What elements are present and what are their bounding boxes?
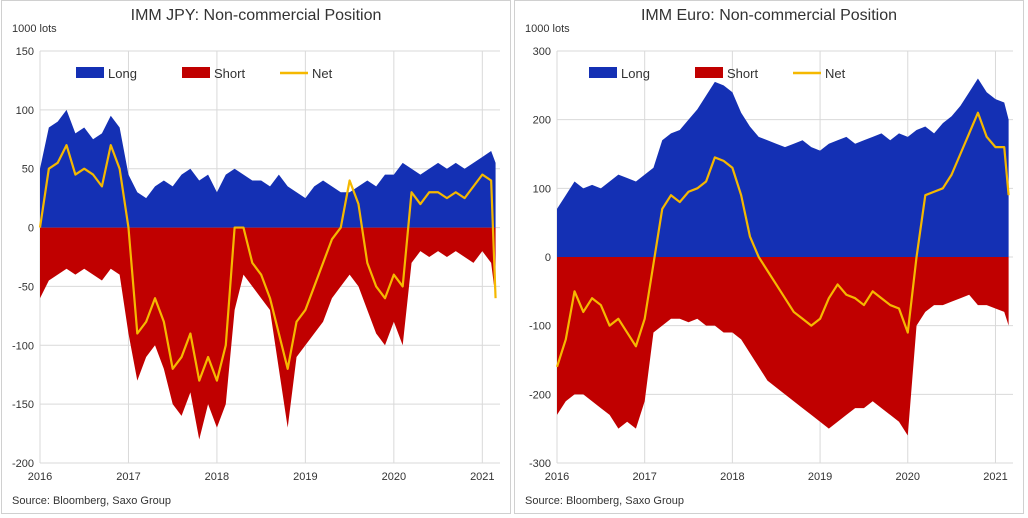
legend-short-swatch <box>695 67 723 78</box>
y-tick-label: 300 <box>533 46 551 58</box>
y-tick-label: -200 <box>12 458 34 470</box>
x-tick-label: 2020 <box>896 471 920 483</box>
euro-chart-svg: -300 -200 -100 0 100 200 300 2016 2017 2018 2019 20… <box>529 46 1013 483</box>
x-tick-label: 2017 <box>116 471 140 483</box>
x-tick-label: 2016 <box>545 471 569 483</box>
net-line <box>555 111 1010 368</box>
legend-label: Long <box>108 66 137 81</box>
jpy-chart-svg: -200 -150 -100 -50 0 50 100 150 2016 2017 2018 2019… <box>12 46 500 483</box>
x-tick-label: 2019 <box>293 471 317 483</box>
x-tick-label: 2018 <box>720 471 744 483</box>
y-tick-label: -300 <box>529 458 551 470</box>
y-unit-label: 1000 lots <box>12 23 57 35</box>
source-note: Source: Bloomberg, Saxo Group <box>525 495 684 507</box>
legend-label: Net <box>825 66 846 81</box>
y-tick-label: -200 <box>529 389 551 401</box>
legend-label: Short <box>214 66 245 81</box>
legend-label: Net <box>312 66 333 81</box>
net-line <box>38 144 497 382</box>
legend-label: Long <box>621 66 650 81</box>
x-tick-label: 2020 <box>382 471 406 483</box>
x-tick-label: 2021 <box>983 471 1007 483</box>
legend-short-swatch <box>182 67 210 78</box>
x-tick-label: 2018 <box>205 471 229 483</box>
source-note: Source: Bloomberg, Saxo Group <box>12 495 171 507</box>
short-area <box>40 227 496 440</box>
y-tick-label: 150 <box>16 46 34 58</box>
long-area <box>557 78 1009 257</box>
x-tick-label: 2019 <box>808 471 832 483</box>
y-tick-label: 100 <box>533 183 551 195</box>
short-area <box>557 257 1009 436</box>
y-unit-label: 1000 lots <box>525 23 570 35</box>
y-tick-label: 100 <box>16 105 34 117</box>
x-tick-label: 2017 <box>632 471 656 483</box>
legend-long-swatch <box>76 67 104 78</box>
y-tick-label: 0 <box>545 252 551 264</box>
euro-chart-panel: IMM Euro: Non-commercial Position 1000 l… <box>514 0 1024 514</box>
long-area <box>40 109 496 228</box>
chart-title: IMM JPY: Non-commercial Position <box>130 7 382 24</box>
y-tick-label: 0 <box>28 223 34 235</box>
legend-long-swatch <box>589 67 617 78</box>
legend-label: Short <box>727 66 758 81</box>
y-tick-label: -100 <box>12 340 34 352</box>
y-tick-label: -100 <box>529 321 551 333</box>
jpy-chart-panel: IMM JPY: Non-commercial Position 1000 lo… <box>1 0 511 514</box>
y-tick-label: -150 <box>12 399 34 411</box>
y-tick-label: 200 <box>533 115 551 127</box>
x-tick-label: 2016 <box>28 471 52 483</box>
x-tick-label: 2021 <box>470 471 494 483</box>
y-tick-label: 50 <box>22 164 34 176</box>
y-tick-label: -50 <box>18 281 34 293</box>
chart-title: IMM Euro: Non-commercial Position <box>640 7 898 24</box>
